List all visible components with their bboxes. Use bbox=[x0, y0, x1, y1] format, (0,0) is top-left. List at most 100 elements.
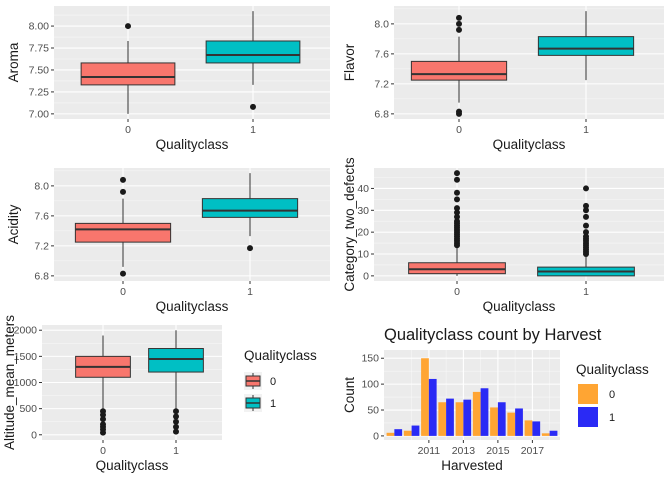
y-axis-label: Altitude_mean_meters bbox=[2, 315, 17, 450]
box-rect bbox=[205, 40, 301, 64]
box-rect bbox=[74, 222, 172, 243]
bar bbox=[421, 358, 429, 436]
legend-entry-label: 0 bbox=[270, 376, 276, 388]
y-tick-label: 40 bbox=[357, 183, 369, 195]
x-tick-label: 0 bbox=[125, 124, 131, 136]
bar bbox=[411, 425, 420, 436]
y-axis-label: Category_two_defects bbox=[342, 157, 357, 292]
outlier-point bbox=[454, 170, 460, 177]
x-tick-label: 0 bbox=[456, 124, 462, 136]
outlier-point bbox=[583, 233, 589, 240]
chart-panel-3: 6.8 7.2 7.6 8.0 0 1 Qualityclass Acidity bbox=[6, 168, 330, 314]
box-1 bbox=[205, 11, 301, 110]
bar bbox=[490, 407, 498, 436]
box-1 bbox=[148, 330, 204, 435]
y-tick-label: 10 bbox=[357, 249, 369, 261]
box-rect bbox=[201, 198, 299, 218]
y-tick-label: 8.0 bbox=[374, 18, 389, 30]
bar bbox=[438, 402, 447, 436]
box-rect bbox=[408, 262, 506, 275]
outlier-point bbox=[120, 188, 126, 195]
y-tick-label: 7.6 bbox=[34, 210, 49, 222]
y-tick-label: 7.75 bbox=[29, 43, 50, 55]
y-tick-label: 8.0 bbox=[34, 180, 49, 192]
y-tick-label: 50 bbox=[367, 405, 379, 417]
legend-qualityclass-bar: Qualityclass 0 1 bbox=[576, 362, 649, 427]
bar bbox=[497, 402, 506, 436]
box-1 bbox=[537, 11, 635, 81]
y-tick-label: 1500 bbox=[14, 351, 38, 363]
outlier-point bbox=[583, 222, 589, 229]
bar bbox=[463, 399, 472, 436]
y-tick-label: 150 bbox=[361, 353, 379, 365]
legend-title: Qualityclass bbox=[244, 348, 317, 363]
outlier-point bbox=[454, 209, 460, 216]
outlier-point bbox=[173, 423, 179, 430]
x-tick-label: 1 bbox=[247, 286, 253, 298]
outlier-point bbox=[173, 428, 179, 435]
x-tick-label: 0 bbox=[120, 286, 126, 298]
x-axis-label: Qualityclass bbox=[493, 137, 566, 152]
outlier-point bbox=[250, 103, 256, 110]
outlier-point bbox=[456, 110, 462, 117]
y-tick-label: 0 bbox=[31, 429, 37, 441]
y-tick-label: 6.8 bbox=[34, 270, 49, 282]
outlier-point bbox=[173, 408, 179, 415]
box-0 bbox=[408, 170, 506, 276]
outlier-point bbox=[583, 207, 589, 214]
x-tick-label: 2017 bbox=[521, 445, 545, 457]
bar bbox=[524, 420, 533, 436]
chart-panel-1: 7.00 7.25 7.50 7.75 8.00 0 1 Qualityclass Aroma bbox=[6, 6, 330, 152]
bar bbox=[472, 391, 481, 436]
outlier-point bbox=[125, 23, 131, 30]
box-1 bbox=[537, 185, 635, 277]
x-tick-label: 2011 bbox=[418, 445, 441, 457]
outlier-point bbox=[454, 196, 460, 203]
chart-panel-5: 0 500 1000 1500 2000 0 1 Qualityclass Altitude_m… bbox=[2, 315, 222, 473]
box-1 bbox=[201, 173, 299, 252]
box-0 bbox=[74, 176, 172, 277]
y-tick-label: 1000 bbox=[14, 377, 38, 389]
bar bbox=[428, 378, 437, 436]
legend-entry-label: 1 bbox=[609, 412, 615, 424]
outlier-point bbox=[100, 429, 106, 436]
bar bbox=[480, 388, 489, 436]
chart-title: Qualityclass count by Harvest bbox=[384, 326, 602, 344]
y-tick-label: 8.00 bbox=[29, 21, 50, 33]
outlier-point bbox=[454, 213, 460, 220]
x-tick-label: 1 bbox=[583, 124, 589, 136]
box-0 bbox=[80, 23, 176, 114]
x-tick-label: 1 bbox=[173, 445, 179, 457]
bar bbox=[532, 421, 541, 436]
outlier-point bbox=[173, 413, 179, 420]
outlier-point bbox=[454, 205, 460, 212]
y-tick-label: 2000 bbox=[14, 325, 38, 337]
chart-panel-2: 6.8 7.2 7.6 8.0 0 1 Qualityclass Flavor bbox=[342, 6, 664, 152]
legend-key bbox=[578, 407, 598, 427]
y-tick-label: 7.2 bbox=[374, 78, 389, 90]
legend-entry-label: 1 bbox=[270, 398, 276, 410]
y-axis-label: Count bbox=[342, 377, 357, 413]
x-tick-label: 2015 bbox=[486, 445, 510, 457]
y-tick-label: 7.2 bbox=[34, 240, 49, 252]
y-tick-label: 7.50 bbox=[29, 64, 50, 76]
bar bbox=[394, 429, 403, 436]
y-tick-label: 7.00 bbox=[29, 108, 50, 120]
y-tick-label: 100 bbox=[361, 379, 379, 391]
x-axis-label: Qualityclass bbox=[96, 458, 169, 473]
outlier-point bbox=[456, 14, 462, 21]
y-tick-label: 20 bbox=[357, 227, 369, 239]
outlier-point bbox=[454, 176, 460, 183]
legend-key bbox=[578, 384, 598, 404]
plot-area bbox=[374, 168, 664, 281]
y-tick-label: 0 bbox=[373, 430, 379, 442]
outlier-point bbox=[583, 229, 589, 236]
bar-series-1 bbox=[394, 378, 558, 436]
bar bbox=[541, 433, 550, 436]
y-tick-label: 500 bbox=[19, 403, 37, 415]
x-axis-label: Qualityclass bbox=[483, 299, 556, 314]
bar bbox=[455, 402, 464, 436]
outlier-point bbox=[100, 411, 106, 418]
legend-qualityclass-box: Qualityclass 0 1 bbox=[244, 348, 317, 412]
x-tick-label: 1 bbox=[583, 286, 589, 298]
